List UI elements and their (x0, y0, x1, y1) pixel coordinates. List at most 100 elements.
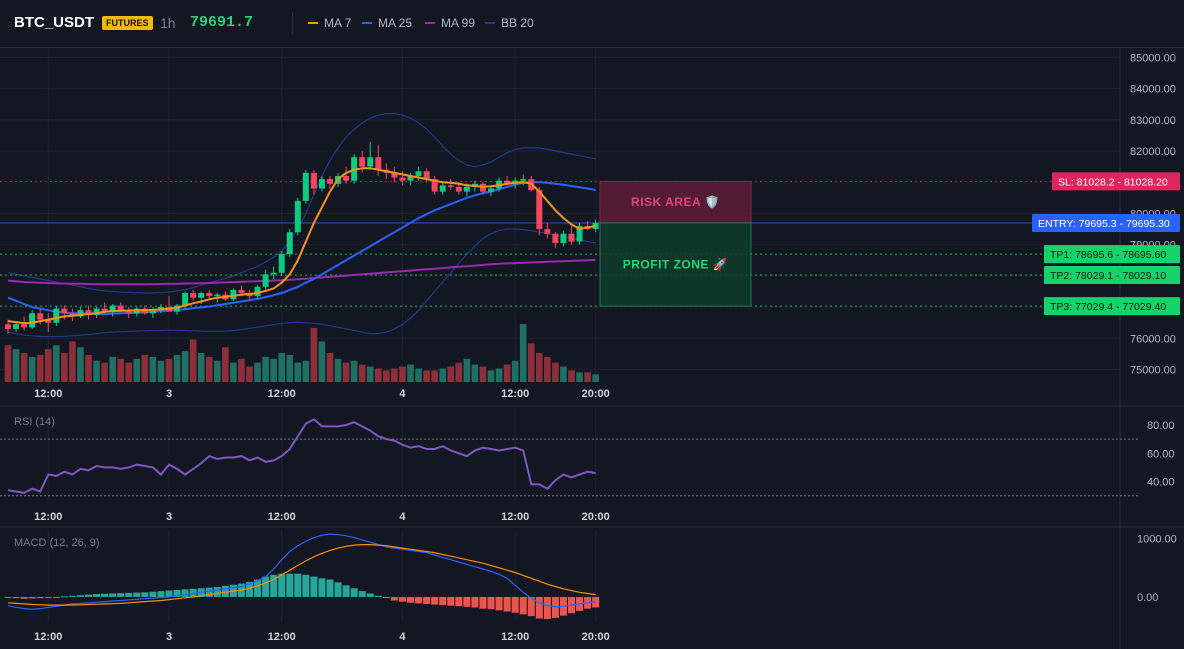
macd-hist-bar (157, 591, 165, 597)
macd-hist-bar (398, 596, 406, 602)
rsi-time-tick: 4 (399, 511, 406, 523)
volume-bar (399, 366, 406, 382)
volume-bar (375, 368, 382, 382)
ma7-line (7, 167, 596, 325)
header-divider (292, 12, 293, 34)
bb-upper-line (7, 113, 596, 294)
volume-bar (109, 356, 116, 382)
volume-bar (254, 362, 261, 382)
volume-bar (463, 358, 471, 382)
volume-bar (125, 362, 133, 382)
volume-bar (519, 324, 527, 382)
macd-hist-bar (101, 593, 109, 597)
legend-ma25-label: MA 25 (378, 16, 413, 30)
volume-bar (205, 356, 213, 382)
candle-body (552, 233, 559, 244)
volume-bar (278, 353, 285, 382)
macd-hist-bar (28, 596, 36, 599)
macd-hist-bar (439, 596, 447, 606)
macd-hist-bar (326, 579, 334, 597)
macd-hist-bar (310, 576, 318, 597)
price-time-tick: 12:00 (34, 388, 62, 400)
macd-hist-bar (342, 585, 350, 597)
candle-body (431, 179, 438, 192)
volume-bar (487, 370, 495, 382)
candle-body (262, 274, 269, 287)
macd-hist-bar (68, 595, 76, 597)
futures-badge: FUTURES (102, 16, 153, 30)
rsi-time-tick: 20:00 (582, 511, 610, 523)
candle-body (455, 186, 462, 192)
macd-hist-bar (511, 596, 519, 613)
price-axis-tick: 83000.00 (1130, 115, 1176, 127)
volume-bar (511, 360, 519, 382)
macd-hist-bar (270, 574, 278, 597)
macd-hist-bar (221, 585, 229, 597)
level-tag-text: TP2: 78029.1 - 78029.10 (1050, 270, 1166, 282)
level-tag-text: TP3: 77029.4 - 77029.40 (1050, 301, 1166, 313)
price-time-tick: 3 (166, 388, 172, 400)
legend-ma25[interactable]: MA 25 (362, 16, 412, 30)
volume-bar (334, 358, 342, 382)
volume-bar (439, 368, 446, 382)
legend-ma7-label: MA 7 (324, 16, 352, 30)
macd-hist-bar (4, 596, 12, 598)
candle-body (109, 305, 116, 312)
legend-ma7[interactable]: MA 7 (308, 16, 351, 30)
macd-hist-bar (415, 596, 423, 604)
legend-bb20[interactable]: BB 20 (485, 16, 534, 30)
volume-bar (536, 353, 543, 382)
volume-bar (69, 341, 76, 382)
candle-body (391, 172, 398, 178)
candle-body (230, 289, 237, 300)
candle-body (544, 229, 551, 234)
legend-bb20-swatch (485, 21, 495, 24)
volume-bar (117, 358, 124, 382)
macd-hist-bar (350, 588, 358, 597)
candle-body (407, 175, 414, 181)
candle-body (504, 180, 511, 184)
volume-bar (77, 347, 84, 382)
macd-hist-bar (44, 596, 52, 598)
volume-bar (230, 362, 237, 382)
volume-bar (366, 366, 374, 382)
volume-bar (61, 353, 68, 382)
macd-hist-bar (246, 581, 253, 597)
macd-hist-bar (503, 596, 511, 612)
candle-body (182, 293, 189, 306)
zone-label-0: RISK AREA 🛡️ (631, 195, 720, 209)
volume-bar (407, 364, 414, 382)
zone-label-1: PROFIT ZONE 🚀 (623, 258, 728, 272)
timeframe-label[interactable]: 1h (160, 15, 176, 31)
legend-bb20-label: BB 20 (501, 16, 534, 30)
level-tag-bg (1052, 172, 1180, 191)
macd-hist-bar (294, 573, 302, 597)
volume-bar (415, 368, 422, 382)
macd-hist-bar (173, 589, 181, 597)
candle-body (117, 305, 124, 311)
macd-hist-bar (374, 595, 382, 597)
volume-bar (93, 360, 100, 382)
symbol-label[interactable]: BTC_USDT (14, 14, 95, 31)
candle-body (190, 293, 197, 298)
macd-hist-bar (447, 596, 455, 606)
macd-hist-bar (205, 587, 213, 597)
volume-bar (527, 343, 535, 382)
volume-bar (383, 370, 390, 382)
macd-hist-bar (431, 596, 439, 605)
candle-body (278, 254, 285, 273)
macd-hist-bar (12, 596, 20, 599)
candle-body (238, 289, 245, 294)
macd-hist-bar (254, 579, 262, 597)
candle-body (310, 172, 317, 189)
candle-body (101, 308, 108, 312)
legend-ma99[interactable]: MA 99 (425, 16, 475, 30)
volume-bar (36, 354, 44, 382)
macd-hist-bar (109, 593, 117, 597)
price-time-tick: 12:00 (501, 388, 529, 400)
candle-body (254, 286, 261, 297)
volume-bar (310, 327, 318, 382)
candle-body (93, 308, 100, 315)
macd-time-tick: 12:00 (268, 631, 296, 643)
